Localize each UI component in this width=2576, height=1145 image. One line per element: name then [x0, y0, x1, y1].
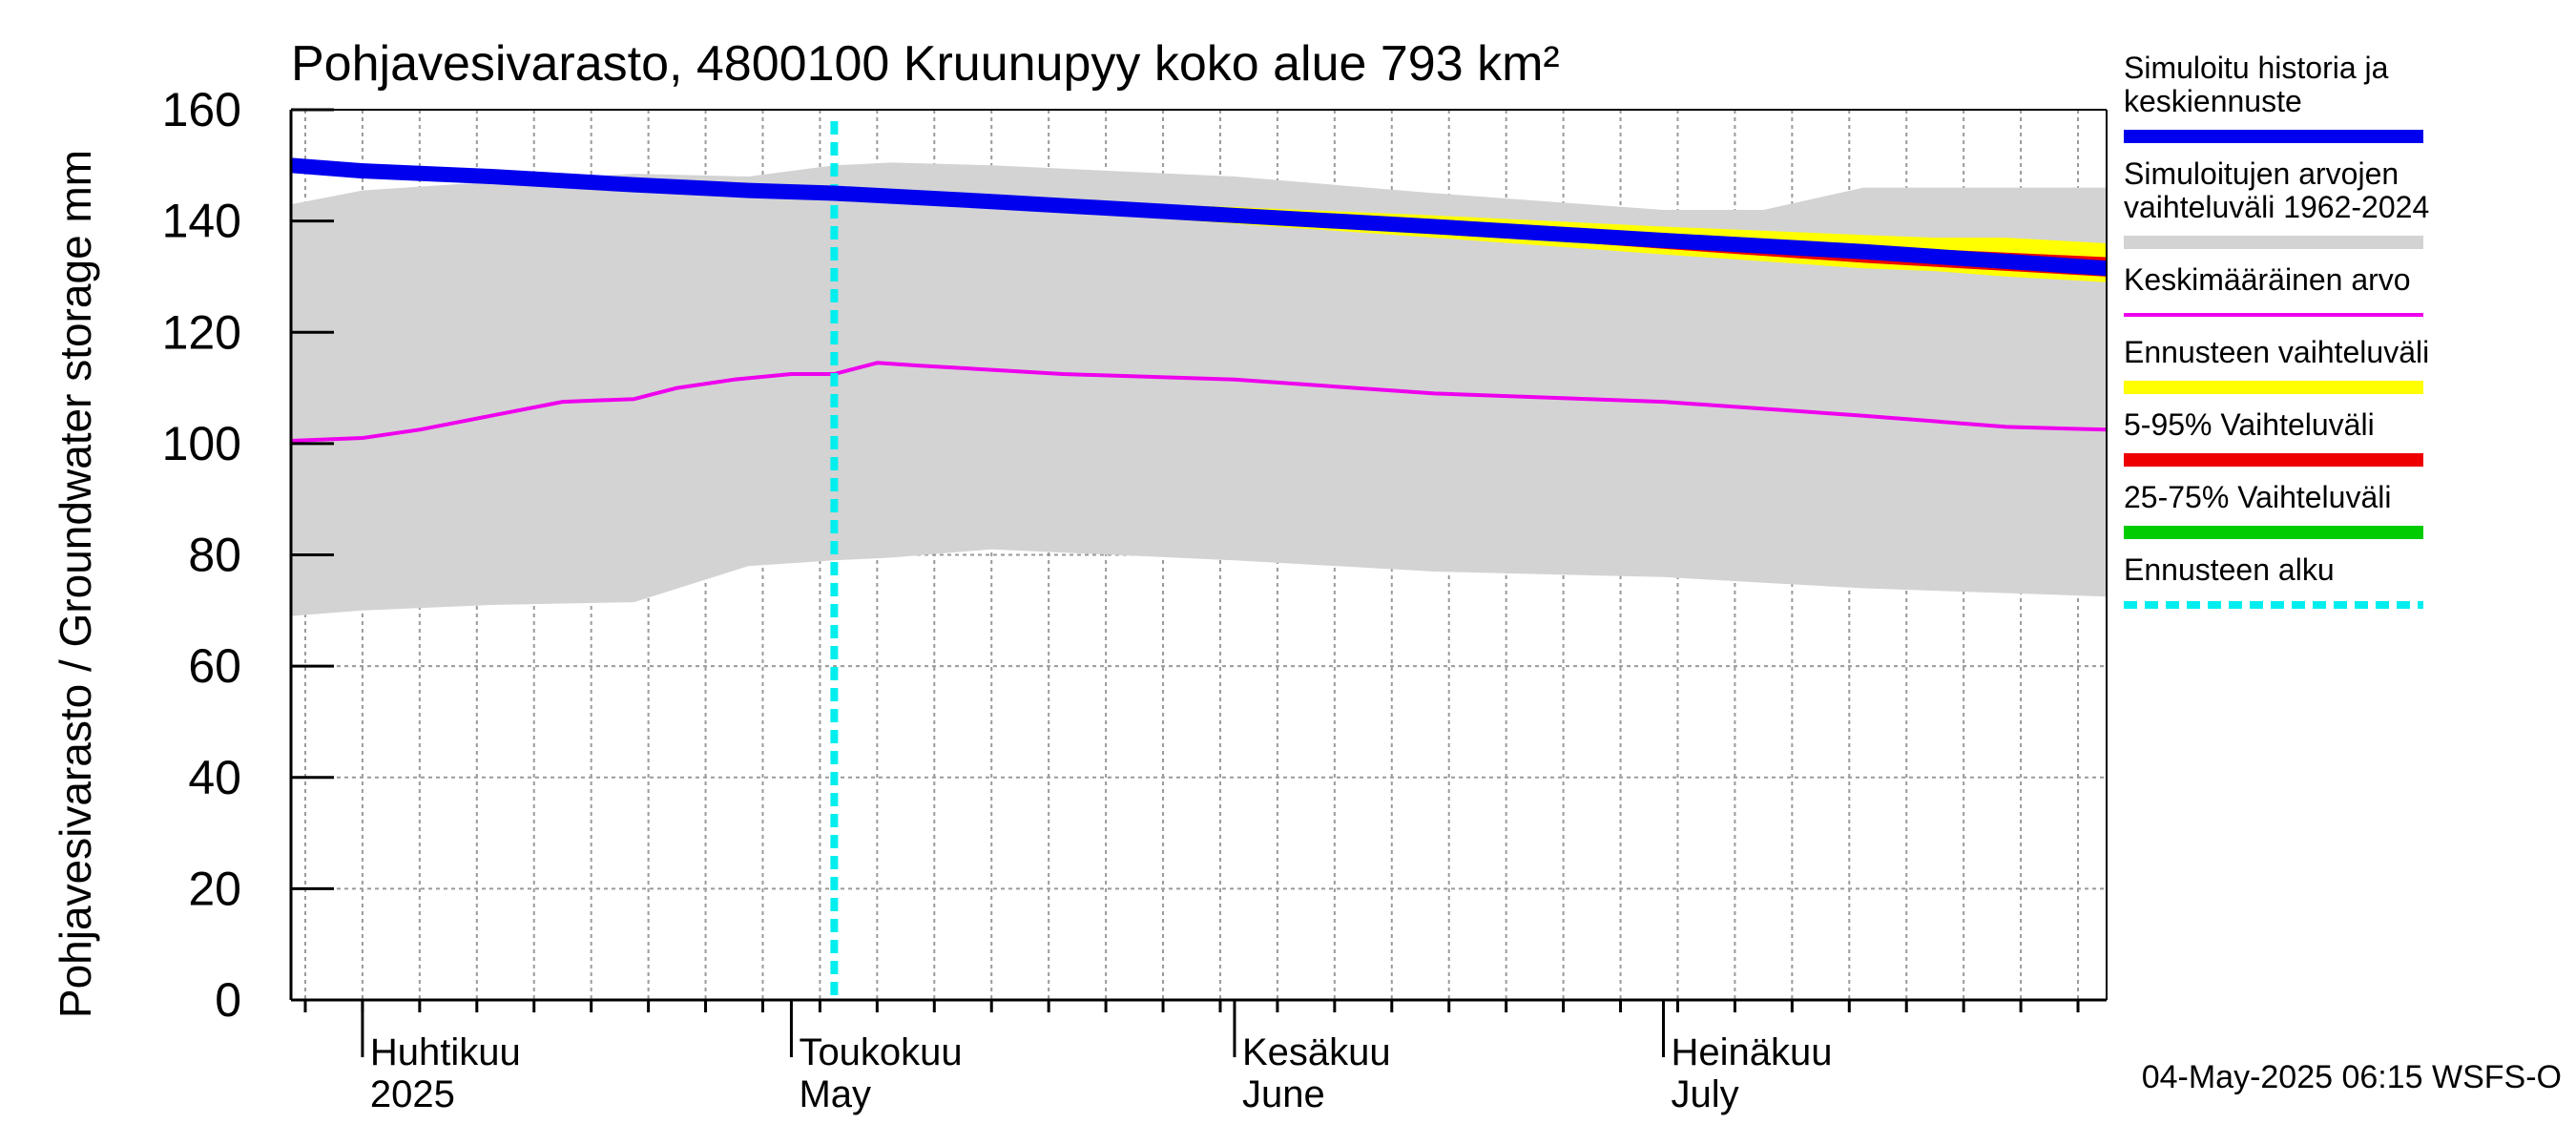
- month-label: Heinäkuu: [1671, 1031, 1832, 1073]
- history-line: [290, 157, 2108, 277]
- legend-label: Simuloitu historia ja: [2124, 51, 2389, 85]
- y-tick-label: 100: [162, 417, 241, 470]
- legend-label: Simuloitujen arvojen: [2124, 156, 2399, 191]
- legend-label: 5-95% Vaihteluväli: [2124, 407, 2375, 442]
- timestamp: 04-May-2025 06:15 WSFS-O: [2142, 1059, 2562, 1095]
- y-axis-label: Pohjavesivarasto / Groundwater storage m…: [51, 150, 100, 1018]
- y-tick-label: 0: [215, 973, 241, 1027]
- y-tick-label: 40: [188, 751, 241, 804]
- month-label-secondary: May: [799, 1073, 871, 1115]
- month-label-secondary: 2025: [370, 1073, 455, 1115]
- range-all-band: [291, 162, 2107, 616]
- y-tick-label: 20: [188, 862, 241, 915]
- y-tick-label: 140: [162, 195, 241, 248]
- month-label: Huhtikuu: [370, 1031, 521, 1073]
- y-tick-label: 80: [188, 529, 241, 582]
- y-tick-label: 120: [162, 305, 241, 359]
- legend-label: vaihteluväli 1962-2024: [2124, 190, 2429, 224]
- month-label-secondary: June: [1242, 1073, 1325, 1115]
- legend-label: 25-75% Vaihteluväli: [2124, 480, 2391, 514]
- chart-title: Pohjavesivarasto, 4800100 Kruunupyy koko…: [291, 36, 1560, 92]
- month-label-secondary: July: [1671, 1073, 1738, 1115]
- month-label: Toukokuu: [799, 1031, 962, 1073]
- month-label: Kesäkuu: [1242, 1031, 1391, 1073]
- y-tick-label: 60: [188, 639, 241, 693]
- legend-label: Ennusteen vaihteluväli: [2124, 335, 2429, 369]
- legend-label: keskiennuste: [2124, 84, 2302, 118]
- legend-label: Keskimääräinen arvo: [2124, 262, 2411, 297]
- legend-label: Ennusteen alku: [2124, 552, 2335, 587]
- range-areas: [291, 162, 2107, 616]
- series-lines: [290, 121, 2108, 1000]
- y-tick-label: 160: [162, 83, 241, 136]
